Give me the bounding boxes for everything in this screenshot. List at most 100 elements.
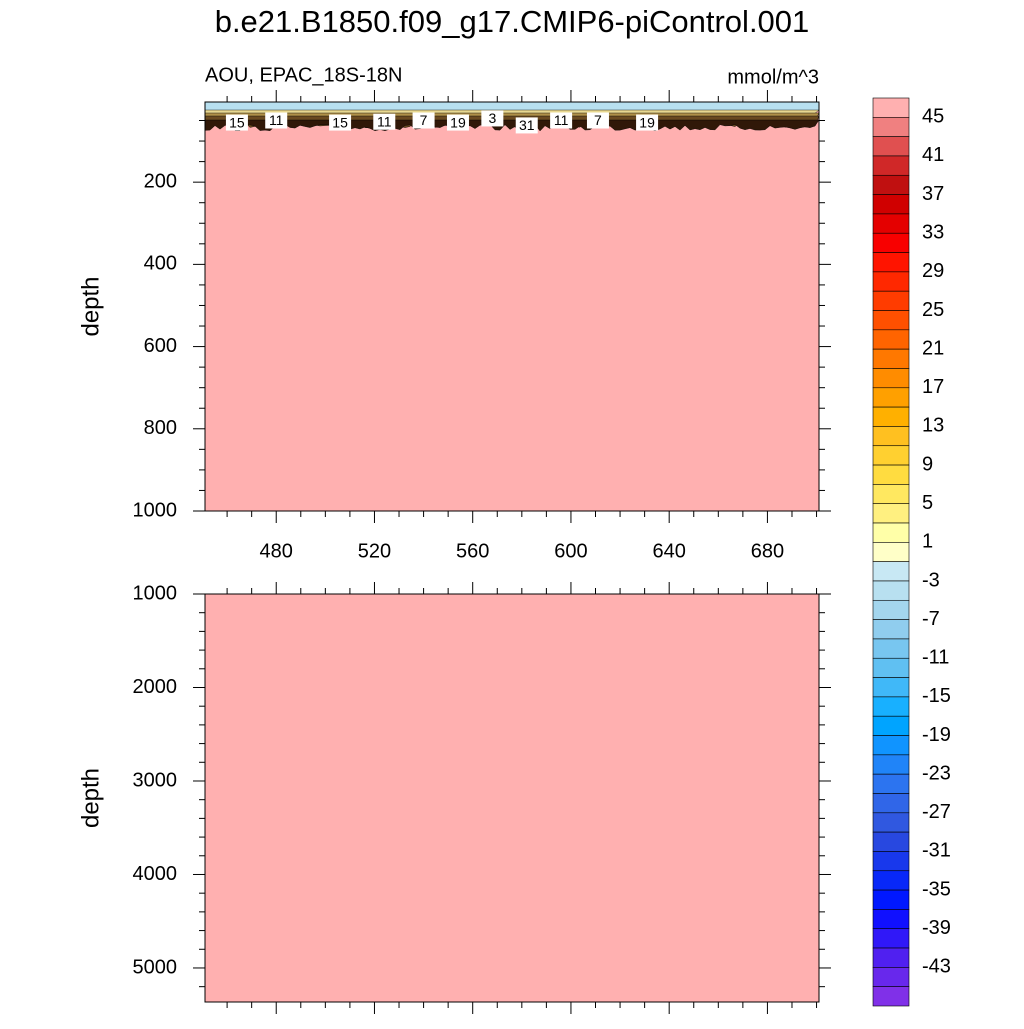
contour-label: 15 [229, 114, 245, 130]
colorbar-box [872, 387, 910, 408]
colorbar-box [872, 696, 910, 717]
colorbar-box [872, 426, 910, 447]
colorbar-box [872, 194, 910, 215]
colorbar-label: 21 [922, 337, 944, 359]
colorbar-label: -3 [922, 569, 940, 591]
contour-label: 19 [450, 114, 466, 130]
colorbar-label: 41 [922, 144, 944, 166]
colorbar-label: -15 [922, 685, 951, 707]
colorbar-box [872, 406, 910, 427]
colorbar-label: 17 [922, 376, 944, 398]
colorbar-box [872, 97, 910, 118]
subtitle-right: mmol/m^3 [727, 66, 819, 88]
x-tick-label: 600 [554, 540, 587, 562]
colorbar-box [872, 909, 910, 930]
colorbar-box [872, 638, 910, 659]
colorbar-box [872, 928, 910, 949]
y-tick-label: 1000 [133, 582, 178, 604]
colorbar-label: 25 [922, 299, 944, 321]
y-tick-label: 200 [144, 170, 177, 192]
colorbar-box [872, 368, 910, 389]
colorbar-box [872, 870, 910, 891]
x-tick-label: 680 [751, 540, 784, 562]
contour-label: 7 [594, 112, 602, 128]
x-tick-label: 640 [652, 540, 685, 562]
colorbar-box [872, 889, 910, 910]
colorbar-label: -7 [922, 608, 940, 630]
contour-label-box [481, 110, 504, 127]
colorbar-box [872, 174, 910, 195]
plot-frame [204, 101, 820, 512]
colorbar-box [872, 484, 910, 505]
colorbar-box [872, 599, 910, 620]
colorbar-box [872, 117, 910, 137]
contour-label-box [515, 117, 538, 134]
colorbar-box [872, 445, 910, 466]
subtitle-left: AOU, EPAC_18S-18N [205, 64, 403, 86]
colorbar-box [872, 715, 910, 736]
y-tick-label: 2000 [133, 676, 178, 698]
colorbar-box [872, 503, 910, 524]
contour-label-box [636, 114, 659, 131]
colorbar: 45 41 37 33 29 25 21 17 13 9 5 1 -3 -7 -11 -15 -19 -23 -27… [872, 97, 951, 1007]
contour-label: 31 [519, 117, 535, 133]
panel: 1000 2000 3000 4000 5000 depth [77, 582, 831, 1014]
colorbar-box [872, 290, 910, 311]
panel: 15 11 15 11 7 19 3 31 11 7 19 200 400 600 800 1000 480 52… [77, 64, 831, 562]
x-tick-label: 520 [358, 540, 391, 562]
colorbar-box [872, 136, 910, 157]
colorbar-label: 29 [922, 260, 944, 282]
y-tick-label: 600 [144, 335, 177, 357]
colorbar-box [872, 831, 910, 852]
colorbar-label: -39 [922, 917, 951, 939]
colorbar-box [872, 947, 910, 968]
colorbar-label: -43 [922, 956, 951, 978]
field [205, 594, 819, 1002]
colorbar-label: -11 [922, 647, 949, 669]
figure-title: b.e21.B1850.f09_g17.CMIP6-piControl.001 [215, 4, 810, 39]
y-tick-label: 1000 [133, 499, 178, 521]
contour-label: 19 [639, 114, 655, 130]
plot-frame [204, 593, 820, 1003]
y-tick-label: 3000 [133, 769, 178, 791]
colorbar-box [872, 542, 910, 562]
y-axis-label: depth [77, 276, 104, 336]
colorbar-box [872, 232, 910, 253]
contour-label: 15 [332, 114, 348, 130]
contour-label: 3 [488, 110, 496, 126]
surface-band [205, 102, 819, 111]
y-tick-label: 800 [144, 417, 177, 439]
colorbar-box [872, 619, 910, 640]
colorbar-box [872, 754, 910, 775]
contour-label-box [586, 112, 609, 129]
contour-label-box [373, 113, 396, 130]
contour-label-box [446, 114, 469, 131]
colorbar-box [872, 252, 910, 273]
colorbar-box [872, 677, 910, 698]
colorbar-label: -23 [922, 762, 951, 784]
y-axis-label: depth [77, 768, 104, 828]
colorbar-box [872, 773, 910, 794]
colorbar-box [872, 464, 910, 485]
y-tick-label: 5000 [133, 956, 178, 978]
colorbar-box [872, 271, 910, 292]
colorbar-label: -19 [922, 724, 951, 746]
colorbar-box [872, 155, 910, 176]
colorbar-label: 33 [922, 222, 944, 244]
colorbar-label: -35 [922, 878, 951, 900]
contour-label: 7 [420, 112, 428, 128]
contour-label-box [265, 112, 288, 129]
colorbar-label: 9 [922, 453, 933, 475]
colorbar-box [872, 213, 910, 234]
colorbar-label: 5 [922, 492, 933, 514]
colorbar-box [872, 967, 910, 987]
contour-label: 11 [269, 112, 284, 128]
colorbar-box [872, 561, 910, 582]
colorbar-box [872, 348, 910, 369]
colorbar-box [872, 522, 910, 543]
colorbar-box [872, 657, 910, 678]
contour-label: 11 [554, 112, 569, 128]
colorbar-box [872, 851, 910, 872]
contour-label-box [550, 112, 573, 129]
contour-label: 11 [377, 113, 392, 129]
